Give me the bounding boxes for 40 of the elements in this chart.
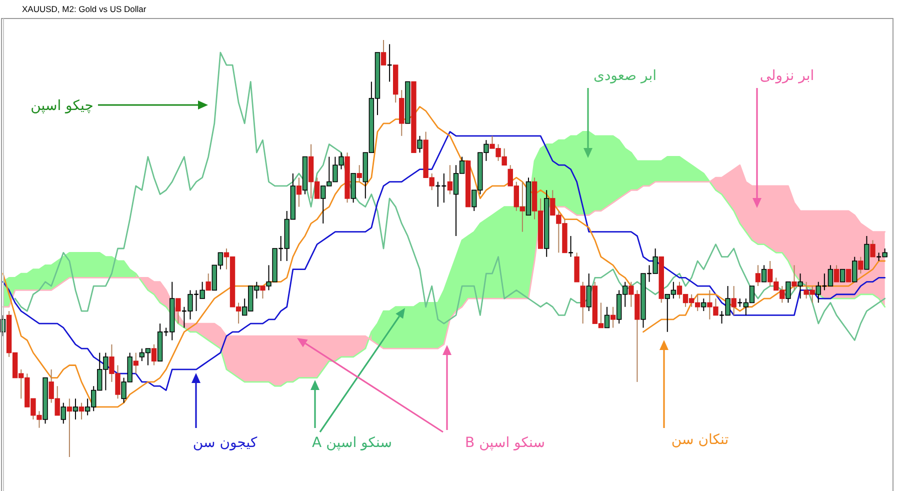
candlestick xyxy=(580,281,586,324)
chart-title: XAUUSD, M2: Gold vs US Dollar xyxy=(22,4,146,14)
annotation: سنکو اسپن B xyxy=(465,435,545,451)
candlestick xyxy=(701,298,706,312)
candlestick xyxy=(792,264,797,291)
annotation: کیجون سن xyxy=(192,435,258,451)
candlestick xyxy=(260,286,266,300)
candlestick xyxy=(380,40,386,66)
candlestick xyxy=(151,344,157,366)
candlestick xyxy=(176,298,181,324)
candlestick xyxy=(870,240,876,258)
candlestick xyxy=(72,398,78,420)
candlestick xyxy=(447,164,453,195)
candlestick xyxy=(296,177,302,208)
annotation: چیکو اسپن xyxy=(30,98,94,114)
candlestick xyxy=(761,264,767,282)
candlestick xyxy=(206,273,211,291)
annotation: ابر نزولی xyxy=(760,68,814,84)
candlestick xyxy=(798,273,803,300)
candlestick xyxy=(755,264,761,287)
candlestick xyxy=(586,273,592,312)
candlestick xyxy=(858,256,864,274)
candlestick xyxy=(133,352,138,374)
candlestick xyxy=(731,286,736,316)
candlestick xyxy=(568,235,574,258)
annotation: ابر صعودی xyxy=(593,68,657,84)
candlestick xyxy=(786,281,791,304)
candlestick xyxy=(604,306,610,328)
annotation: سنکو اسپن A xyxy=(312,435,392,451)
candlestick xyxy=(78,402,84,420)
candlestick xyxy=(852,256,858,282)
candlestick xyxy=(610,306,616,328)
candlestick xyxy=(356,164,362,182)
annotation: تنکان سن xyxy=(671,432,729,448)
candlestick xyxy=(846,268,852,282)
candlestick xyxy=(66,398,72,458)
candlestick xyxy=(840,268,846,282)
candlestick xyxy=(60,402,66,424)
candlestick xyxy=(834,264,840,282)
candlestick xyxy=(417,135,422,154)
